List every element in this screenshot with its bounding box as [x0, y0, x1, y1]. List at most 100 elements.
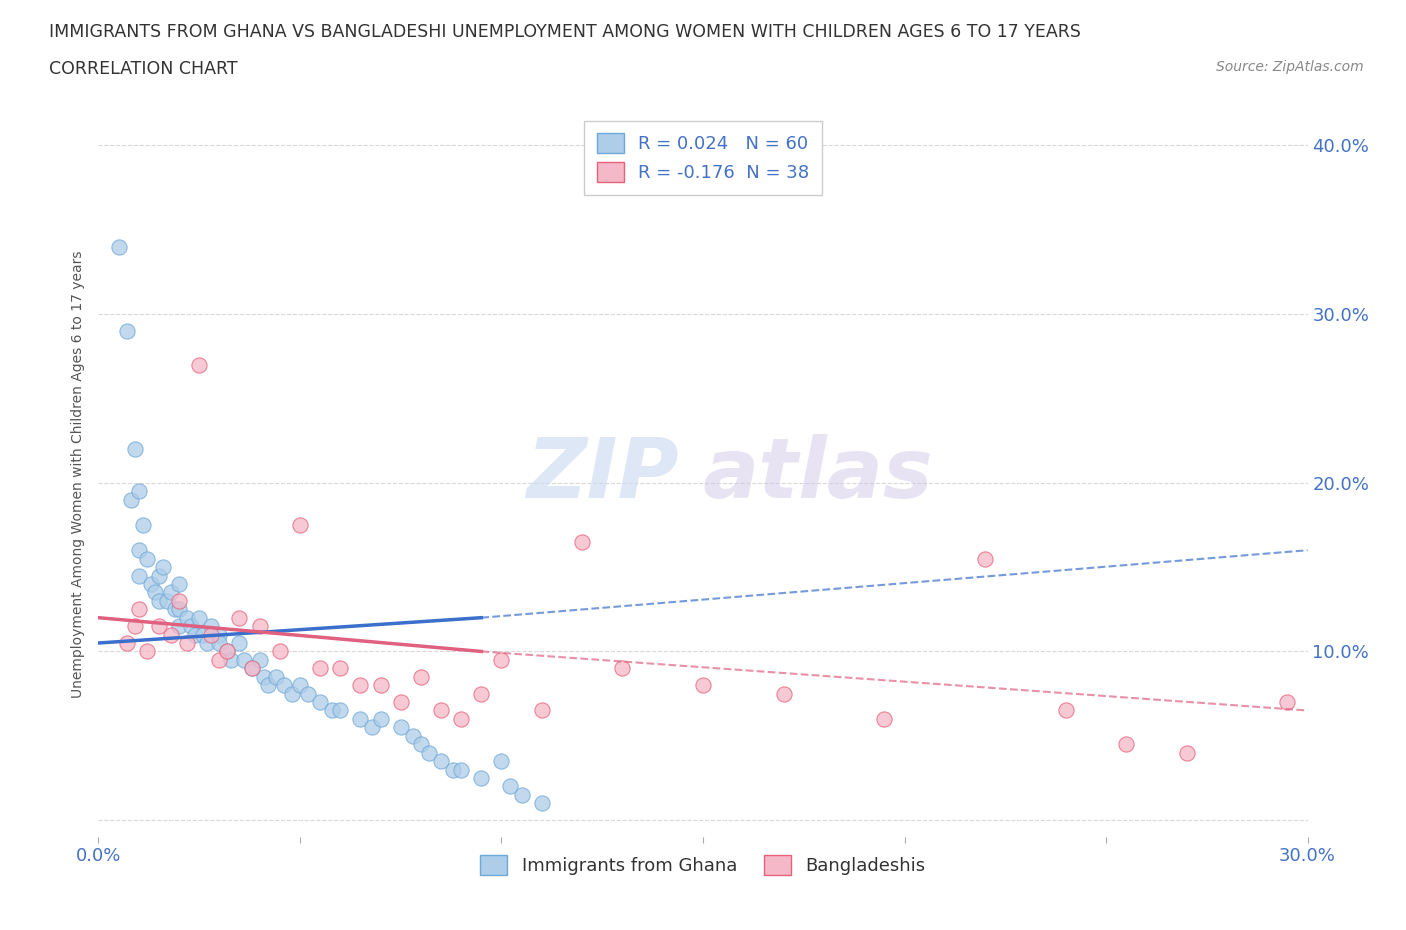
- Point: [200, 627, 222, 642]
- Point: [418, 745, 440, 760]
- Point: [329, 703, 352, 718]
- Point: [167, 618, 190, 633]
- Point: [441, 762, 464, 777]
- Point: [152, 560, 174, 575]
- Text: CORRELATION CHART: CORRELATION CHART: [49, 60, 238, 78]
- Point: [160, 585, 183, 600]
- Point: [135, 644, 157, 658]
- Point: [228, 610, 250, 625]
- Point: [120, 492, 142, 507]
- Point: [409, 670, 432, 684]
- Point: [163, 602, 186, 617]
- Point: [1175, 745, 1198, 760]
- Point: [139, 577, 162, 591]
- Legend: Immigrants from Ghana, Bangladeshis: Immigrants from Ghana, Bangladeshis: [472, 848, 934, 883]
- Point: [148, 593, 170, 608]
- Point: [873, 711, 896, 726]
- Point: [249, 653, 271, 668]
- Point: [115, 635, 138, 650]
- Point: [402, 728, 425, 743]
- Point: [217, 644, 239, 658]
- Point: [107, 239, 129, 254]
- Point: [430, 753, 453, 768]
- Point: [470, 771, 492, 786]
- Text: atlas: atlas: [703, 433, 934, 515]
- Point: [176, 610, 198, 625]
- Point: [128, 568, 150, 583]
- Point: [491, 753, 513, 768]
- Point: [176, 635, 198, 650]
- Point: [148, 618, 170, 633]
- Point: [124, 618, 146, 633]
- Point: [349, 711, 371, 726]
- Point: [148, 568, 170, 583]
- Point: [1115, 737, 1137, 751]
- Point: [288, 678, 311, 693]
- Point: [370, 711, 392, 726]
- Point: [128, 602, 150, 617]
- Point: [240, 661, 263, 676]
- Point: [217, 644, 239, 658]
- Point: [143, 585, 166, 600]
- Point: [269, 644, 291, 658]
- Point: [256, 678, 278, 693]
- Point: [974, 551, 997, 566]
- Point: [389, 720, 412, 735]
- Point: [132, 517, 155, 532]
- Point: [321, 703, 343, 718]
- Point: [221, 653, 243, 668]
- Point: [200, 618, 222, 633]
- Point: [180, 618, 202, 633]
- Point: [1277, 695, 1299, 710]
- Point: [249, 618, 271, 633]
- Point: [208, 653, 231, 668]
- Point: [184, 627, 207, 642]
- Point: [281, 686, 304, 701]
- Text: ZIP: ZIP: [526, 433, 679, 515]
- Point: [208, 635, 231, 650]
- Point: [409, 737, 432, 751]
- Point: [571, 535, 593, 550]
- Point: [167, 602, 190, 617]
- Point: [253, 670, 276, 684]
- Point: [612, 661, 634, 676]
- Point: [470, 686, 492, 701]
- Point: [430, 703, 453, 718]
- Point: [160, 627, 183, 642]
- Point: [349, 678, 371, 693]
- Point: [135, 551, 157, 566]
- Text: IMMIGRANTS FROM GHANA VS BANGLADESHI UNEMPLOYMENT AMONG WOMEN WITH CHILDREN AGES: IMMIGRANTS FROM GHANA VS BANGLADESHI UNE…: [49, 23, 1081, 41]
- Point: [128, 484, 150, 498]
- Point: [309, 661, 332, 676]
- Point: [297, 686, 319, 701]
- Y-axis label: Unemployment Among Women with Children Ages 6 to 17 years: Unemployment Among Women with Children A…: [72, 250, 86, 698]
- Point: [188, 610, 211, 625]
- Point: [530, 703, 553, 718]
- Point: [510, 788, 533, 803]
- Point: [273, 678, 295, 693]
- Point: [228, 635, 250, 650]
- Point: [389, 695, 412, 710]
- Point: [309, 695, 332, 710]
- Point: [361, 720, 384, 735]
- Point: [240, 661, 263, 676]
- Point: [329, 661, 352, 676]
- Point: [128, 543, 150, 558]
- Point: [450, 762, 472, 777]
- Point: [772, 686, 794, 701]
- Point: [124, 442, 146, 457]
- Point: [450, 711, 472, 726]
- Point: [167, 593, 190, 608]
- Point: [195, 635, 218, 650]
- Point: [156, 593, 179, 608]
- Point: [167, 577, 190, 591]
- Point: [692, 678, 714, 693]
- Point: [370, 678, 392, 693]
- Text: Source: ZipAtlas.com: Source: ZipAtlas.com: [1216, 60, 1364, 74]
- Point: [530, 796, 553, 811]
- Point: [288, 517, 311, 532]
- Point: [193, 627, 215, 642]
- Point: [115, 324, 138, 339]
- Point: [264, 670, 287, 684]
- Point: [232, 653, 254, 668]
